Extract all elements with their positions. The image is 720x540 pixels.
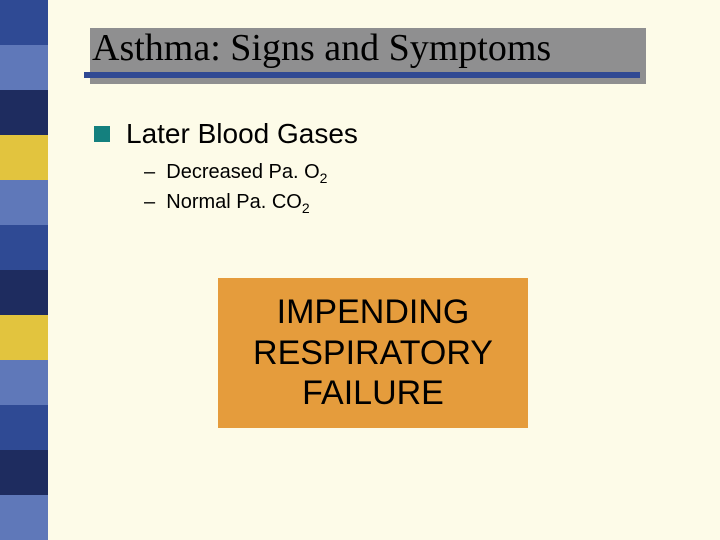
subscript: 2 xyxy=(302,200,310,216)
sub-bullet-text: Normal Pa. CO xyxy=(166,191,302,213)
sub-bullet-item: – Normal Pa. CO2 xyxy=(144,188,327,218)
bullet-square-icon xyxy=(94,126,110,142)
main-bullet-row: Later Blood Gases xyxy=(94,118,358,150)
callout-line: RESPIRATORY xyxy=(253,334,493,372)
sidebar-block xyxy=(0,405,48,450)
sidebar-block xyxy=(0,495,48,540)
sidebar-block xyxy=(0,450,48,495)
slide-title-area: Asthma: Signs and Symptoms xyxy=(84,22,640,78)
callout-box: IMPENDING RESPIRATORY FAILURE xyxy=(218,278,528,428)
subscript: 2 xyxy=(320,170,328,186)
sidebar-color-strip xyxy=(0,0,48,540)
sidebar-block xyxy=(0,360,48,405)
sub-bullet-dash: – xyxy=(144,191,155,213)
callout-line: IMPENDING xyxy=(277,293,470,331)
sidebar-block xyxy=(0,270,48,315)
sub-bullet-text: Decreased Pa. O xyxy=(166,161,319,183)
sidebar-block xyxy=(0,0,48,45)
slide-title: Asthma: Signs and Symptoms xyxy=(92,26,551,70)
sidebar-block xyxy=(0,315,48,360)
sub-bullet-dash: – xyxy=(144,161,155,183)
sidebar-block xyxy=(0,225,48,270)
title-underline xyxy=(84,72,640,78)
callout-line: FAILURE xyxy=(302,374,444,412)
sidebar-block xyxy=(0,135,48,180)
sub-bullet-item: – Decreased Pa. O2 xyxy=(144,158,327,188)
sidebar-block xyxy=(0,180,48,225)
sub-bullet-list: – Decreased Pa. O2 – Normal Pa. CO2 xyxy=(144,158,327,219)
main-bullet-text: Later Blood Gases xyxy=(126,118,358,150)
sidebar-block xyxy=(0,90,48,135)
callout-text: IMPENDING RESPIRATORY FAILURE xyxy=(253,292,493,414)
sidebar-block xyxy=(0,45,48,90)
